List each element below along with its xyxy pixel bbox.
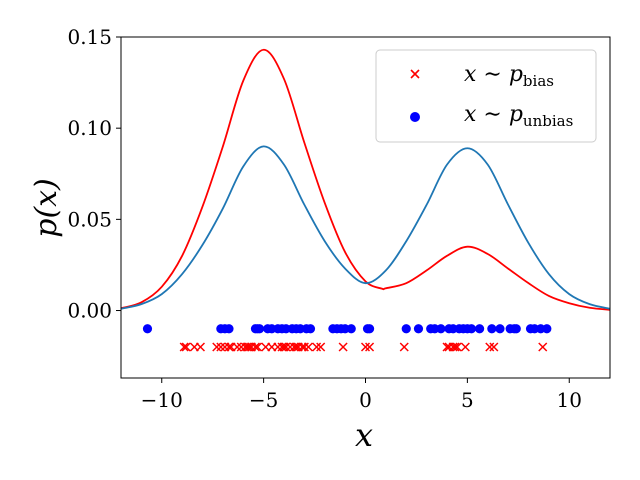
- x-tick-label: 10: [557, 388, 582, 412]
- series-line-bias: [120, 48, 611, 311]
- bias-sample-point: [485, 342, 495, 352]
- legend-unbias-sub: unbias: [523, 112, 573, 130]
- bias-sample-point: [216, 342, 226, 352]
- legend-unbias-label: x ∼ punbias: [464, 102, 573, 130]
- bias-sample-point: [316, 342, 326, 352]
- bias-sample-point: [365, 342, 375, 352]
- x-tick-label: 5: [461, 388, 474, 412]
- unbias-sample-point: [346, 324, 356, 334]
- bias-sample-point: [281, 342, 291, 352]
- sample-markers: [142, 324, 552, 352]
- bias-sample-point: [448, 342, 458, 352]
- bias-sample-point: [399, 342, 409, 352]
- y-axis-ticks: 0.00 0.05 0.10 0.15: [67, 25, 121, 323]
- legend-bias-main: x ∼ p: [464, 62, 523, 87]
- bias-sample-point: [277, 342, 287, 352]
- bias-sample-point: [289, 342, 299, 352]
- unbias-sample-point: [487, 324, 497, 334]
- y-tick-label: 0.15: [67, 25, 112, 49]
- y-axis-label: p(x): [29, 178, 64, 238]
- x-axis-label: x: [355, 416, 373, 454]
- series-line-unbias: [120, 145, 611, 310]
- unbias-sample-point: [401, 324, 411, 334]
- unbias-sample-point: [542, 324, 552, 334]
- legend-unbias-marker: [410, 112, 420, 122]
- unbias-sample-point: [436, 324, 446, 334]
- legend-bias-sub: bias: [523, 72, 554, 90]
- unbias-sample-point: [466, 324, 477, 334]
- legend-unbias-main: x ∼ p: [464, 102, 523, 127]
- legend-box: [375, 49, 597, 143]
- y-tick-label: 0.10: [67, 116, 112, 140]
- unbias-sample-point: [364, 324, 375, 334]
- bias-sample-point: [181, 342, 191, 352]
- bias-sample-point: [232, 342, 242, 352]
- unbias-sample-point: [413, 324, 424, 334]
- y-tick-label: 0.00: [67, 299, 112, 323]
- density-curves: [120, 48, 611, 311]
- bias-sample-point: [212, 342, 222, 352]
- bias-sample-point: [338, 342, 348, 352]
- bias-sample-point: [195, 342, 205, 352]
- x-tick-label: −5: [249, 388, 278, 412]
- unbias-sample-point: [254, 324, 265, 334]
- y-tick-label: 0.05: [67, 207, 112, 231]
- bias-sample-point: [303, 342, 313, 352]
- bias-sample-point: [360, 342, 371, 352]
- bias-sample-point: [179, 342, 189, 352]
- bias-sample-point: [452, 342, 462, 352]
- x-tick-label: −10: [141, 388, 183, 412]
- bias-sample-point: [312, 342, 322, 352]
- unbias-sample-point: [511, 324, 521, 334]
- legend: x ∼ pbias x ∼ punbias: [375, 49, 597, 143]
- bias-sample-point: [489, 342, 499, 352]
- legend-bias-marker: [410, 69, 420, 79]
- bias-sample-point: [450, 342, 460, 352]
- legend-bias-label: x ∼ pbias: [464, 62, 554, 90]
- unbias-sample-point: [305, 324, 316, 334]
- bias-sample-point: [224, 342, 234, 352]
- bias-sample-point: [460, 342, 470, 352]
- unbias-sample-point: [495, 324, 505, 334]
- x-tick-label: 0: [359, 388, 372, 412]
- unbias-sample-point: [475, 324, 485, 334]
- bias-sample-point: [252, 342, 263, 352]
- bias-sample-point: [250, 342, 261, 352]
- unbias-sample-point: [224, 324, 234, 334]
- x-axis-ticks: −10 −5 0 5 10: [141, 378, 582, 412]
- unbias-sample-point: [142, 324, 153, 334]
- bias-sample-point: [299, 342, 309, 352]
- bias-sample-point: [538, 342, 548, 352]
- bias-sample-point: [242, 342, 252, 352]
